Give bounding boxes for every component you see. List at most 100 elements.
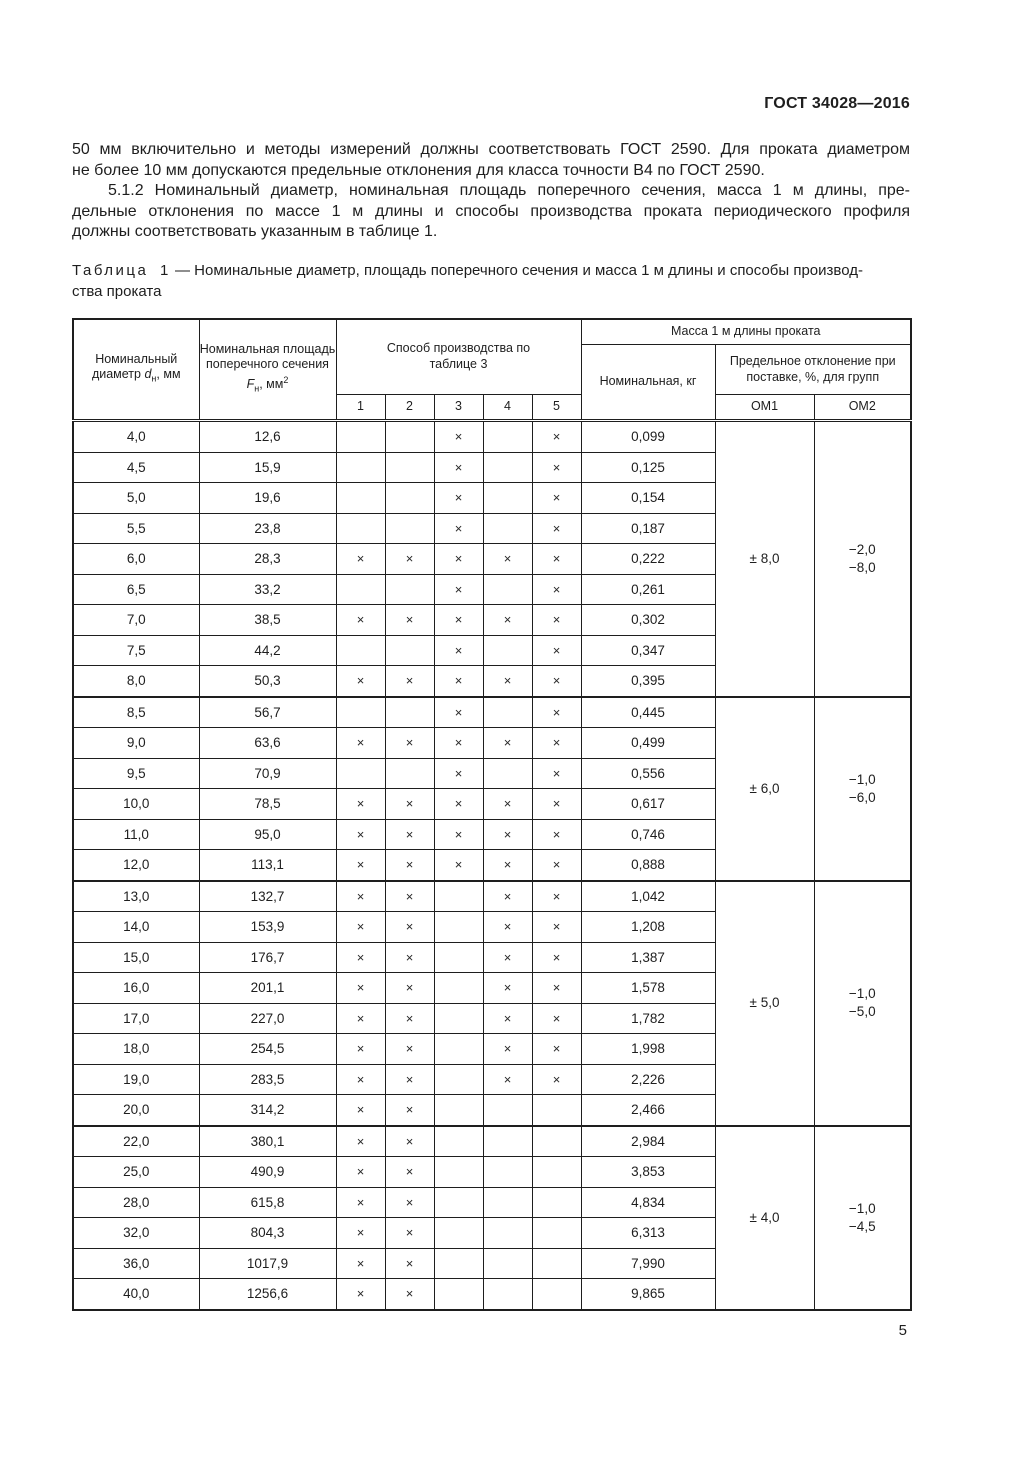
col-header-area-symbol: F <box>246 376 255 391</box>
method-5-cell <box>531 1124 582 1157</box>
method-4-cell <box>482 1124 533 1157</box>
method-3-cell <box>433 1002 484 1034</box>
method-4-cell <box>482 512 533 544</box>
col-header-diameter-symbol: d <box>144 367 152 381</box>
table-row: 17,0 227,0 × × × × 1,782 <box>72 1002 911 1034</box>
method-5-cell: × <box>531 695 582 728</box>
paragraph-line: должны соответствовать указанным в табли… <box>72 223 438 240</box>
area-cell: 78,5 <box>198 788 337 820</box>
method-4-cell <box>482 1247 533 1279</box>
mass-cell: 1,998 <box>580 1033 716 1065</box>
table-row: 22,0 380,1 × × 2,984 ± 4,0 −1,0 −4,5 <box>72 1124 912 1310</box>
method-5-cell <box>531 1156 582 1188</box>
col-header-om2: ОМ2 <box>813 394 912 421</box>
mass-cell: 3,853 <box>580 1156 716 1188</box>
method-3-cell <box>433 1186 484 1218</box>
method-2-cell: × <box>384 849 435 881</box>
method-5-cell: × <box>531 879 582 912</box>
method-5-cell <box>531 1186 582 1218</box>
mass-cell: 0,302 <box>580 604 716 636</box>
method-4-cell <box>482 419 533 453</box>
area-cell: 490,9 <box>198 1156 337 1188</box>
mass-cell: 0,888 <box>580 849 716 881</box>
method-5-cell: × <box>531 788 582 820</box>
table-1: Номинальный диаметр dн, мм Номинальная п… <box>72 317 912 1311</box>
method-2-cell: × <box>384 543 435 575</box>
doc-number: ГОСТ 34028—2016 <box>764 95 910 112</box>
diameter-cell: 7,0 <box>72 604 200 636</box>
col-header-diameter-unit: , мм <box>156 367 181 381</box>
col-header-diameter-text: Номинальный диаметр <box>91 351 178 382</box>
area-cell: 176,7 <box>198 941 337 973</box>
diameter-cell: 19,0 <box>72 1063 200 1095</box>
om2-tolerance-line: −5,0 <box>848 1004 876 1019</box>
diameter-cell: 20,0 <box>72 1094 200 1126</box>
mass-cell: 2,226 <box>580 1063 716 1095</box>
table-row: 8,0 50,3 × × × × × 0,395 <box>72 665 911 697</box>
mass-cell: 4,834 <box>580 1186 716 1218</box>
om1-tolerance-cell: ± 4,0 <box>714 1124 815 1310</box>
mass-cell: 1,387 <box>580 941 716 973</box>
diameter-cell: 4,5 <box>72 451 200 483</box>
method-2-cell: × <box>384 665 435 697</box>
method-2-cell: × <box>384 879 435 912</box>
method-1-cell <box>335 482 386 514</box>
mass-cell: 0,187 <box>580 512 716 544</box>
method-5-cell: × <box>531 911 582 943</box>
method-4-cell <box>482 1156 533 1188</box>
om2-tolerance-line: −6,0 <box>848 789 876 805</box>
col-header-method-4: 4 <box>482 394 533 421</box>
method-4-cell <box>482 451 533 483</box>
col-header-area-subscript: н <box>254 383 260 394</box>
method-5-cell: × <box>531 1033 582 1065</box>
table-body: 4,0 12,6 × × 0,099 ± 8,0 −2,0 −8,0 4,5 15,9 × × 0,12… <box>72 419 912 1310</box>
col-header-method-group: Способ производства по таблице 3 <box>335 318 582 395</box>
method-4-cell: × <box>482 911 533 943</box>
area-cell: 1256,6 <box>198 1278 337 1310</box>
area-cell: 113,1 <box>198 849 337 881</box>
om1-tolerance-cell: ± 8,0 <box>714 419 815 697</box>
method-4-cell: × <box>482 543 533 575</box>
area-cell: 132,7 <box>198 879 337 912</box>
method-5-cell: × <box>531 665 582 697</box>
om2-tolerance-line: −4,5 <box>848 1218 876 1234</box>
method-3-cell: × <box>433 451 484 483</box>
method-3-cell <box>433 1217 484 1249</box>
mass-cell: 0,556 <box>580 757 716 789</box>
area-cell: 380,1 <box>198 1124 337 1157</box>
paragraph-line: 50 мм включительно и методы измерений до… <box>72 141 910 158</box>
method-1-cell: × <box>335 1278 386 1310</box>
method-2-cell <box>384 451 435 483</box>
mass-cell: 0,154 <box>580 482 716 514</box>
diameter-cell: 18,0 <box>72 1033 200 1065</box>
area-cell: 19,6 <box>198 482 337 514</box>
paragraph-2: 5.1.2 Номинальный диаметр, номинальная п… <box>72 181 910 243</box>
diameter-cell: 17,0 <box>72 1002 200 1034</box>
method-2-cell: × <box>384 818 435 850</box>
col-header-method-2: 2 <box>384 394 435 421</box>
method-1-cell <box>335 573 386 605</box>
method-3-cell: × <box>433 419 484 453</box>
diameter-cell: 13,0 <box>72 879 200 912</box>
method-3-cell <box>433 879 484 912</box>
col-header-om1: ОМ1 <box>714 394 815 421</box>
method-5-cell <box>531 1217 582 1249</box>
method-4-cell <box>482 634 533 666</box>
method-4-cell: × <box>482 818 533 850</box>
mass-cell: 0,125 <box>580 451 716 483</box>
method-3-cell: × <box>433 665 484 697</box>
table-caption-text: Номинальные диаметр, площадь поперечного… <box>194 261 863 279</box>
method-5-cell: × <box>531 818 582 850</box>
table-row: 9,5 70,9 × × 0,556 <box>72 757 911 789</box>
method-3-cell <box>433 1063 484 1095</box>
method-1-cell: × <box>335 727 386 759</box>
method-3-cell <box>433 972 484 1004</box>
area-cell: 44,2 <box>198 634 337 666</box>
area-cell: 33,2 <box>198 573 337 605</box>
method-1-cell: × <box>335 1033 386 1065</box>
col-header-mass-nominal: Номинальная, кг <box>580 344 716 421</box>
diameter-cell: 8,0 <box>72 665 200 697</box>
method-2-cell: × <box>384 727 435 759</box>
method-1-cell <box>335 451 386 483</box>
